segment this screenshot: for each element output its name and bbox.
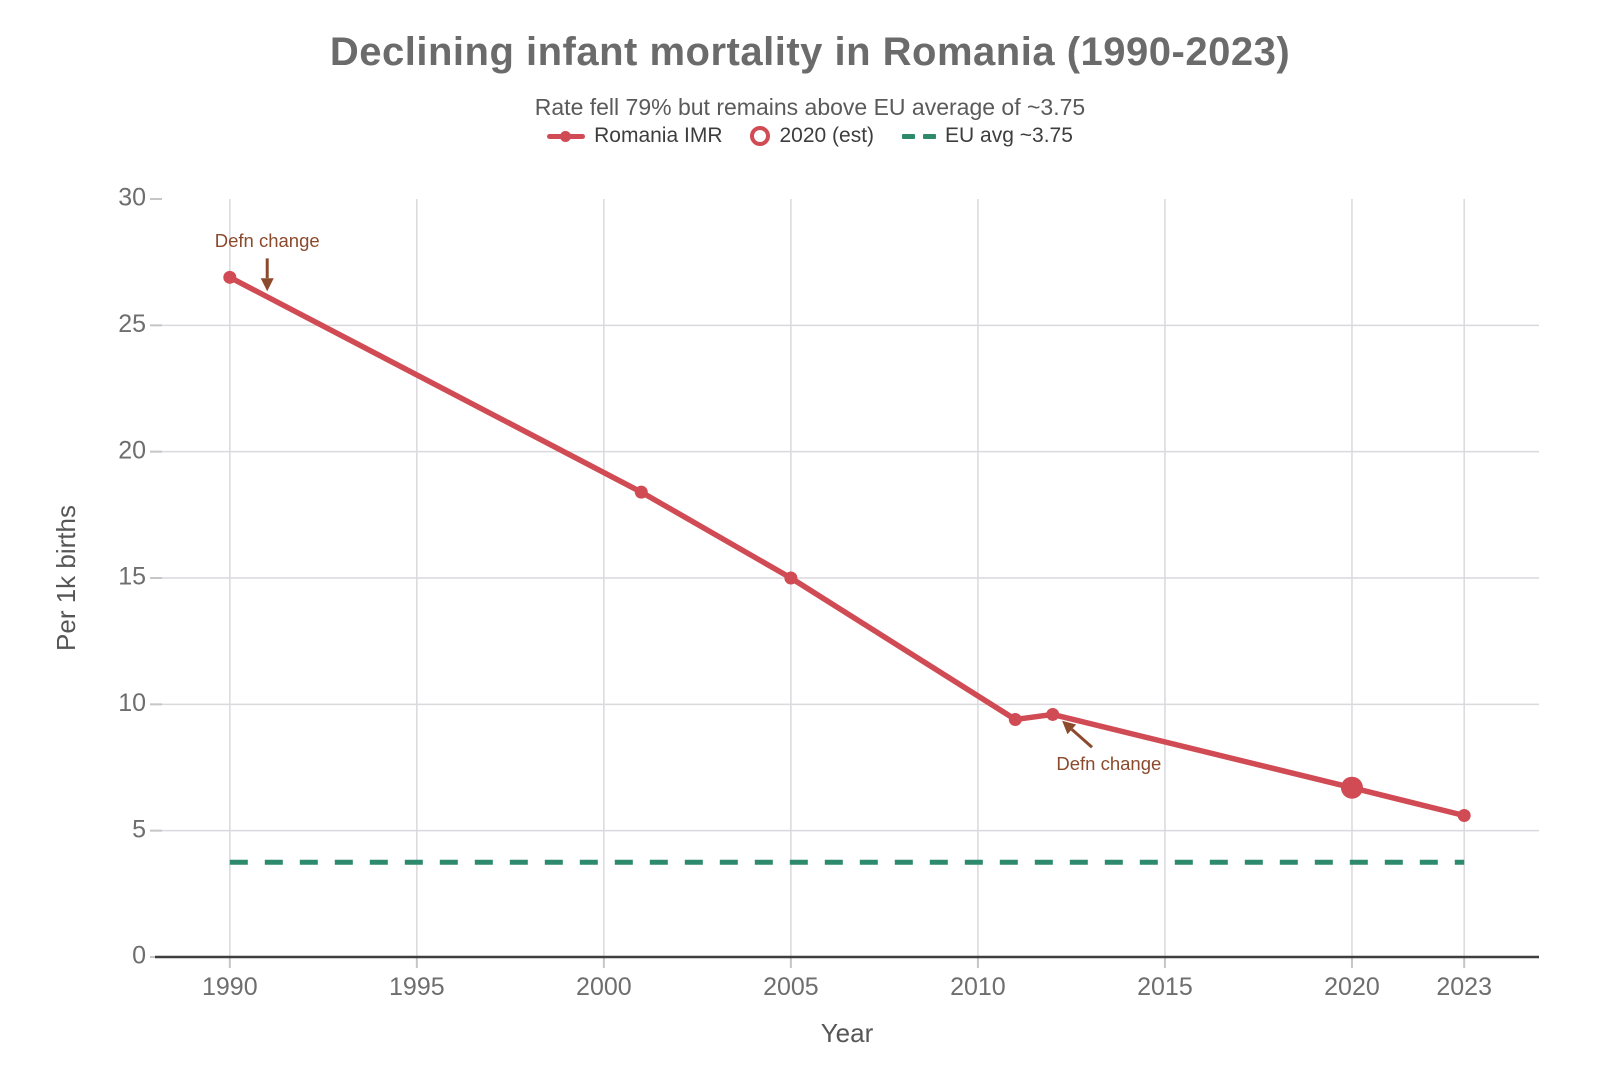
annotation-arrowhead-1 (1062, 720, 1077, 735)
romania-imr-line (227, 274, 1467, 819)
x-tick-label-2023: 2023 (1436, 973, 1492, 1001)
legend-label: EU avg ~3.75 (945, 124, 1073, 147)
legend-label: Romania IMR (594, 124, 723, 147)
data-point-2020 (1340, 776, 1363, 799)
x-tick-label-2020: 2020 (1324, 973, 1380, 1001)
legend: Romania IMR 2020 (est) EU avg ~3.75 (0, 124, 1620, 148)
legend-open-circle-icon (750, 126, 771, 146)
annotation-arrowhead-0 (260, 278, 274, 292)
y-tick-label-15: 15 (118, 563, 146, 591)
data-point-2012 (1046, 707, 1060, 721)
chart-subtitle: Rate fell 79% but remains above EU avera… (534, 94, 1086, 120)
data-point-2023 (1457, 809, 1471, 823)
annotation-arrow-1 (1070, 728, 1094, 749)
y-axis-title: Per 1k births (51, 505, 81, 651)
annotation-text-1: Defn change (1056, 753, 1161, 774)
legend-dashes-icon (902, 133, 937, 139)
data-point-2001 (634, 485, 648, 499)
x-tick-label-1990: 1990 (202, 973, 258, 1001)
y-tick-label-10: 10 (118, 689, 146, 717)
x-axis-title: Year (821, 1018, 874, 1048)
x-tick-label-2005: 2005 (763, 973, 819, 1001)
annotation-text-0: Defn change (215, 230, 320, 251)
x-tick-label-2000: 2000 (576, 973, 632, 1001)
data-point-1990 (223, 270, 237, 284)
legend-label: 2020 (est) (779, 124, 875, 147)
legend-line-dot-icon (547, 130, 586, 142)
y-tick-label-0: 0 (132, 942, 146, 970)
legend-item-1: 2020 (est) (750, 124, 874, 148)
x-tick-label-2015: 2015 (1137, 973, 1193, 1001)
y-tick-label-5: 5 (132, 815, 146, 843)
y-tick-label-20: 20 (118, 436, 146, 464)
x-tick-label-2010: 2010 (950, 973, 1006, 1001)
chart-title: Declining infant mortality in Romania (1… (329, 30, 1291, 74)
data-point-2005 (784, 571, 798, 585)
x-tick-label-1995: 1995 (389, 973, 445, 1001)
legend-item-0: Romania IMR (547, 124, 722, 148)
y-tick-label-25: 25 (118, 310, 146, 338)
data-point-2011 (1008, 712, 1022, 726)
y-tick-label-30: 30 (118, 184, 146, 212)
legend-item-2: EU avg ~3.75 (902, 124, 1073, 148)
